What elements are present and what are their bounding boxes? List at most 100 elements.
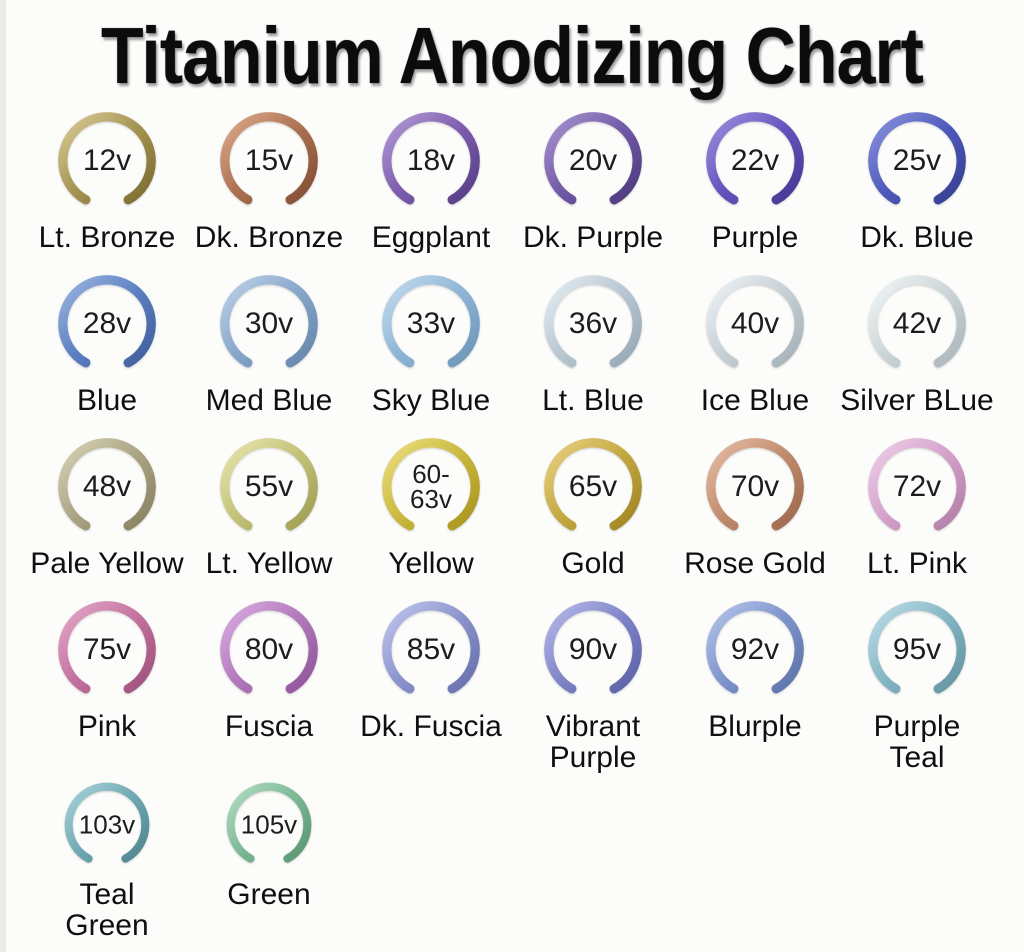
anodize-entry: 80v Fuscia [216, 597, 322, 742]
ring: 105v [223, 779, 315, 871]
ring-icon [544, 275, 642, 373]
voltage-label: 36v [568, 307, 618, 340]
voltage-label: 22v [730, 144, 780, 177]
chart-row: 75v Pink 80v Fuscia 85v Dk. Fuscia 90v V… [26, 597, 998, 773]
anodize-entry: 20v Dk. Purple [523, 108, 663, 253]
color-name-label: Pink [77, 710, 137, 743]
ring-icon [706, 438, 804, 536]
ring-icon [868, 275, 966, 373]
anodize-entry: 65v Gold [540, 434, 646, 579]
ring-icon [706, 112, 804, 210]
voltage-label: 90v [568, 633, 618, 666]
voltage-label: 85v [406, 633, 456, 666]
color-name-label: Blue [76, 384, 138, 417]
color-name-label: Blurple [708, 710, 802, 743]
anodize-entry: 25v Dk. Blue [860, 108, 974, 254]
voltage-label: 30v [244, 307, 294, 340]
left-edge-strip [0, 0, 6, 952]
voltage-label: 80v [244, 633, 294, 666]
anodize-entry: 85v Dk. Fuscia [360, 597, 502, 742]
chart-grid: 12v Lt. Bronze 15v Dk. Bronze 18v Eggpla… [0, 108, 1024, 941]
ring: 60- 63v [378, 434, 484, 540]
ring-icon [868, 601, 966, 699]
ring-icon [58, 601, 156, 699]
ring: 55v [216, 434, 322, 540]
ring: 25v [864, 108, 970, 214]
ring-icon [544, 112, 642, 210]
color-name-label: Dk. Purple [522, 221, 664, 254]
ring-icon [226, 782, 312, 868]
color-name-label: Teal Green [65, 878, 149, 942]
ring: 18v [378, 108, 484, 214]
anodize-entry: 48v Pale Yellow [30, 434, 184, 579]
anodize-entry: 22v Purple [702, 108, 808, 253]
color-name-label: Dk. Fuscia [360, 710, 502, 743]
voltage-label: 70v [730, 470, 780, 503]
voltage-label: 92v [730, 633, 780, 666]
anodize-entry: 30v Med Blue [205, 271, 333, 417]
ring-icon [544, 438, 642, 536]
anodize-entry: 18v Eggplant [372, 108, 490, 253]
anodize-entry: 90v Vibrant Purple [540, 597, 646, 773]
ring-icon [58, 438, 156, 536]
ring-icon [868, 438, 966, 536]
ring-icon [868, 112, 966, 210]
chart-row: 103v Teal Green 105v Green [26, 779, 998, 941]
anodize-entry: 105v Green [223, 779, 315, 910]
ring: 28v [54, 271, 160, 377]
ring: 12v [54, 108, 160, 214]
ring-icon [220, 601, 318, 699]
ring: 40v [702, 271, 808, 377]
color-name-label: Vibrant Purple [545, 710, 641, 774]
color-name-label: Purple [711, 221, 799, 254]
ring-icon [220, 112, 318, 210]
ring: 30v [216, 271, 322, 377]
color-name-label: Yellow [388, 547, 474, 580]
ring-icon [64, 782, 150, 868]
voltage-label: 12v [82, 144, 132, 177]
anodize-entry: 55v Lt. Yellow [206, 434, 332, 579]
voltage-label: 105v [240, 809, 298, 840]
ring-icon [382, 438, 480, 536]
ring-icon [706, 601, 804, 699]
ring: 80v [216, 597, 322, 703]
anodize-entry: 72v Lt. Pink [864, 434, 970, 579]
voltage-label: 48v [82, 470, 132, 503]
voltage-label: 25v [892, 144, 942, 177]
voltage-label: 20v [568, 144, 618, 177]
anodize-entry: 70v Rose Gold [684, 434, 826, 579]
voltage-label: 95v [892, 633, 942, 666]
voltage-label: 40v [730, 307, 780, 340]
ring-icon [382, 275, 480, 373]
anodize-entry: 33v Sky Blue [372, 271, 490, 416]
color-name-label: Dk. Blue [860, 221, 974, 254]
color-name-label: Eggplant [371, 221, 491, 254]
color-name-label: Green [227, 878, 311, 911]
anodize-entry: 92v Blurple [702, 597, 808, 742]
color-name-label: Gold [561, 547, 625, 580]
color-name-label: Silver BLue [840, 384, 994, 417]
ring: 15v [216, 108, 322, 214]
voltage-label: 55v [244, 470, 294, 503]
ring-icon [544, 601, 642, 699]
ring: 22v [702, 108, 808, 214]
chart-row: 12v Lt. Bronze 15v Dk. Bronze 18v Eggpla… [26, 108, 998, 253]
voltage-label: 75v [82, 633, 132, 666]
voltage-label: 15v [244, 144, 294, 177]
ring-icon [382, 112, 480, 210]
ring: 70v [702, 434, 808, 540]
voltage-label: 18v [406, 144, 456, 177]
anodize-entry: 42v Silver BLue [840, 271, 994, 417]
color-name-label: Lt. Pink [866, 547, 968, 580]
ring: 20v [540, 108, 646, 214]
ring: 75v [54, 597, 160, 703]
chart-row: 48v Pale Yellow 55v Lt. Yellow 60- 63v Ye… [26, 434, 998, 579]
ring: 85v [378, 597, 484, 703]
ring: 72v [864, 434, 970, 540]
color-name-label: Med Blue [205, 384, 333, 417]
anodize-entry: 28v Blue [54, 271, 160, 416]
color-name-label: Dk. Bronze [194, 221, 344, 254]
anodize-entry: 60- 63v Yellow [378, 434, 484, 579]
anodize-entry: 103v Teal Green [61, 779, 153, 941]
